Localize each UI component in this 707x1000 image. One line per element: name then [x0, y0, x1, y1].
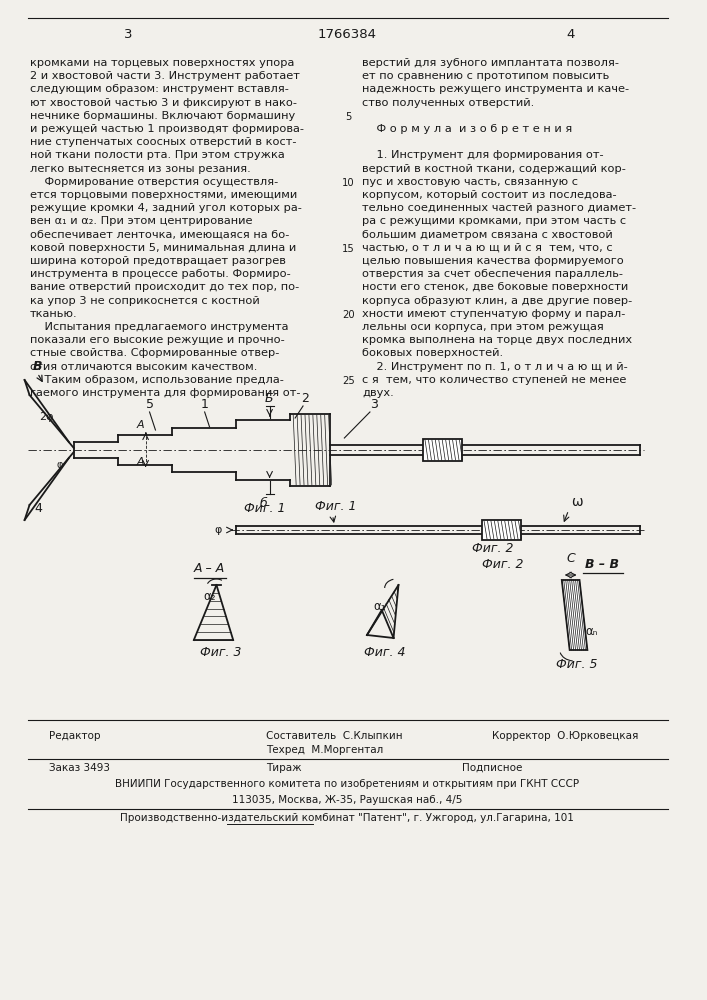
Text: показали его высокие режущие и прочно-: показали его высокие режущие и прочно-	[30, 335, 284, 345]
Text: А: А	[137, 457, 144, 467]
Text: стия отличаются высоким качеством.: стия отличаются высоким качеством.	[30, 362, 257, 372]
Text: ширина которой предотвращает разогрев: ширина которой предотвращает разогрев	[30, 256, 286, 266]
Text: 15: 15	[342, 244, 355, 254]
Text: ют хвостовой частью 3 и фиксируют в нако-: ют хвостовой частью 3 и фиксируют в нако…	[30, 98, 296, 108]
Text: вен α₁ и α₂. При этом центрирование: вен α₁ и α₂. При этом центрирование	[30, 216, 252, 226]
Text: А: А	[137, 420, 144, 430]
Text: Тираж: Тираж	[266, 763, 301, 773]
Text: 113035, Москва, Ж-35, Раушская наб., 4/5: 113035, Москва, Ж-35, Раушская наб., 4/5	[232, 795, 462, 805]
Text: ется торцовыми поверхностями, имеющими: ется торцовыми поверхностями, имеющими	[30, 190, 297, 200]
Text: б: б	[259, 497, 267, 510]
Text: следующим образом: инструмент вставля-: следующим образом: инструмент вставля-	[30, 84, 288, 94]
Text: ковой поверхности 5, минимальная длина и: ковой поверхности 5, минимальная длина и	[30, 243, 296, 253]
Text: отверстия за счет обеспечения параллель-: отверстия за счет обеспечения параллель-	[362, 269, 623, 279]
Text: надежность режущего инструмента и каче-: надежность режущего инструмента и каче-	[362, 84, 629, 94]
Text: тельно соединенных частей разного диамет-: тельно соединенных частей разного диамет…	[362, 203, 636, 213]
Text: легко вытесняется из зоны резания.: легко вытесняется из зоны резания.	[30, 164, 250, 174]
Text: Редактор: Редактор	[49, 731, 100, 741]
Text: ет по сравнению с прототипом повысить: ет по сравнению с прототипом повысить	[362, 71, 609, 81]
Text: верстий для зубного имплантата позволя-: верстий для зубного имплантата позволя-	[362, 58, 619, 68]
Text: нечнике бормашины. Включают бормашину: нечнике бормашины. Включают бормашину	[30, 111, 295, 121]
Text: Фиг. 4: Фиг. 4	[364, 646, 406, 659]
Text: с я  тем, что количество ступеней не менее: с я тем, что количество ступеней не мене…	[362, 375, 626, 385]
Text: тканью.: тканью.	[30, 309, 77, 319]
Text: пус и хвостовую часть, связанную с: пус и хвостовую часть, связанную с	[362, 177, 578, 187]
Text: α₂: α₂	[204, 590, 216, 603]
Text: режущие кромки 4, задний угол которых ра-: режущие кромки 4, задний угол которых ра…	[30, 203, 301, 213]
Text: ности его стенок, две боковые поверхности: ности его стенок, две боковые поверхност…	[362, 282, 629, 292]
Text: 3: 3	[370, 398, 378, 411]
Text: верстий в костной ткани, содержащий кор-: верстий в костной ткани, содержащий кор-	[362, 164, 626, 174]
Text: C: C	[566, 552, 575, 565]
Text: 2. Инструмент по п. 1, о т л и ч а ю щ и й-: 2. Инструмент по п. 1, о т л и ч а ю щ и…	[362, 362, 628, 372]
Text: Подписное: Подписное	[462, 763, 522, 773]
Text: 20: 20	[342, 310, 355, 320]
Text: ВНИИПИ Государственного комитета по изобретениям и открытиям при ГКНТ СССР: ВНИИПИ Государственного комитета по изоб…	[115, 779, 579, 789]
Text: вание отверстий происходит до тех пор, по-: вание отверстий происходит до тех пор, п…	[30, 282, 299, 292]
Text: φ: φ	[56, 460, 63, 470]
Text: 2: 2	[301, 392, 309, 405]
Text: αₙ: αₙ	[585, 625, 598, 638]
Text: Фиг. 2: Фиг. 2	[472, 542, 514, 555]
Text: Б: Б	[264, 392, 273, 405]
Text: хности имеют ступенчатую форму и парал-: хности имеют ступенчатую форму и парал-	[362, 309, 626, 319]
Text: 4: 4	[566, 28, 575, 41]
Text: кромка выполнена на торце двух последних: кромка выполнена на торце двух последних	[362, 335, 632, 345]
Text: ка упор 3 не соприкоснется с костной: ка упор 3 не соприкоснется с костной	[30, 296, 259, 306]
Text: гаемого инструмента для формирования от-: гаемого инструмента для формирования от-	[30, 388, 300, 398]
Text: 5: 5	[345, 112, 351, 122]
Text: целью повышения качества формируемого: целью повышения качества формируемого	[362, 256, 624, 266]
Text: двух.: двух.	[362, 388, 394, 398]
Text: 3: 3	[124, 28, 132, 41]
Text: 2φ: 2φ	[40, 412, 54, 422]
Text: 2 и хвостовой части 3. Инструмент работает: 2 и хвостовой части 3. Инструмент работа…	[30, 71, 299, 81]
Text: корпуса образуют клин, а две другие повер-: корпуса образуют клин, а две другие пове…	[362, 296, 632, 306]
Text: стные свойства. Сформированные отвер-: стные свойства. Сформированные отвер-	[30, 348, 279, 358]
Text: Корректор  О.Юрковецкая: Корректор О.Юрковецкая	[492, 731, 638, 741]
Text: Заказ 3493: Заказ 3493	[49, 763, 110, 773]
Text: α₁: α₁	[374, 600, 387, 613]
Text: 25: 25	[342, 376, 355, 386]
Bar	[482, 520, 522, 540]
Text: А – А: А – А	[194, 562, 225, 575]
Text: Фиг. 3: Фиг. 3	[199, 646, 241, 659]
Text: боковых поверхностей.: боковых поверхностей.	[362, 348, 503, 358]
Text: Фиг. 1: Фиг. 1	[315, 500, 356, 513]
Text: 4: 4	[35, 502, 42, 515]
Text: Составитель  С.Клыпкин: Составитель С.Клыпкин	[266, 731, 402, 741]
Text: 10: 10	[342, 178, 355, 188]
Text: Ф о р м у л а  и з о б р е т е н и я: Ф о р м у л а и з о б р е т е н и я	[362, 124, 572, 134]
Text: инструмента в процессе работы. Формиро-: инструмента в процессе работы. Формиро-	[30, 269, 291, 279]
Text: Фиг. 5: Фиг. 5	[556, 658, 597, 671]
Text: 1. Инструмент для формирования от-: 1. Инструмент для формирования от-	[362, 150, 604, 160]
Text: 1: 1	[201, 398, 209, 411]
Text: В: В	[33, 360, 42, 373]
Text: 1766384: 1766384	[318, 28, 377, 41]
Text: обеспечивает ленточка, имеющаяся на бо-: обеспечивает ленточка, имеющаяся на бо-	[30, 230, 289, 240]
Polygon shape	[562, 580, 588, 650]
Bar	[423, 439, 462, 461]
Text: Таким образом, использование предла-: Таким образом, использование предла-	[30, 375, 284, 385]
Text: Фиг. 2: Фиг. 2	[482, 558, 524, 571]
Text: Техред  М.Моргентал: Техред М.Моргентал	[266, 745, 383, 755]
Text: ра с режущими кромками, при этом часть с: ра с режущими кромками, при этом часть с	[362, 216, 626, 226]
Text: ство полученных отверстий.: ство полученных отверстий.	[362, 98, 534, 108]
Text: Фиг. 1: Фиг. 1	[244, 502, 286, 515]
Text: ной ткани полости рта. При этом стружка: ной ткани полости рта. При этом стружка	[30, 150, 284, 160]
Text: ние ступенчатых соосных отверстий в кост-: ние ступенчатых соосных отверстий в кост…	[30, 137, 296, 147]
Text: Испытания предлагаемого инструмента: Испытания предлагаемого инструмента	[30, 322, 288, 332]
Text: В – В: В – В	[585, 558, 619, 571]
Text: частью, о т л и ч а ю щ и й с я  тем, что, с: частью, о т л и ч а ю щ и й с я тем, что…	[362, 243, 613, 253]
Text: Производственно-издательский комбинат "Патент", г. Ужгород, ул.Гагарина, 101: Производственно-издательский комбинат "П…	[120, 813, 574, 823]
Text: большим диаметром связана с хвостовой: большим диаметром связана с хвостовой	[362, 230, 613, 240]
Text: корпусом, который состоит из последова-: корпусом, который состоит из последова-	[362, 190, 617, 200]
Text: и режущей частью 1 производят формирова-: и режущей частью 1 производят формирова-	[30, 124, 303, 134]
Text: ω: ω	[571, 495, 583, 509]
Text: φ: φ	[214, 525, 221, 535]
Text: лельны оси корпуса, при этом режущая: лельны оси корпуса, при этом режущая	[362, 322, 604, 332]
Text: кромками на торцевых поверхностях упора: кромками на торцевых поверхностях упора	[30, 58, 294, 68]
Text: Формирование отверстия осуществля-: Формирование отверстия осуществля-	[30, 177, 278, 187]
Text: 5: 5	[146, 398, 153, 411]
